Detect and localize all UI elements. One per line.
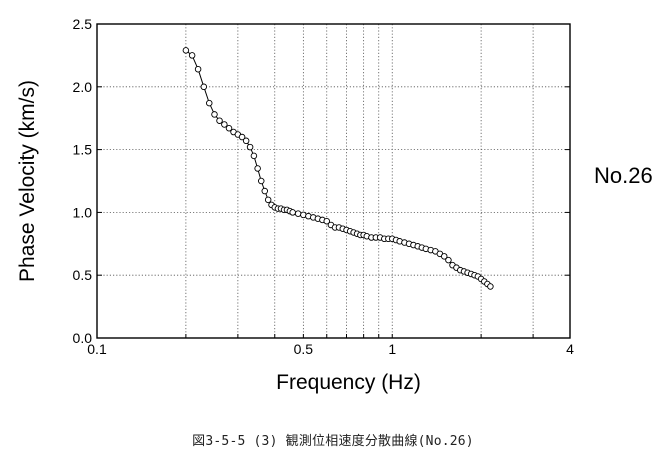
data-point (211, 111, 218, 118)
series-line (185, 50, 491, 287)
data-point (440, 253, 448, 260)
y-tick-label: 1.5 (73, 142, 93, 158)
data-point (487, 283, 494, 290)
y-axis-title: Phase Velocity (km/s) (16, 80, 39, 282)
data-point (257, 177, 265, 185)
data-point (261, 187, 269, 195)
data-point (206, 99, 213, 107)
x-tick-label: 4 (566, 341, 574, 357)
y-tick-label: 0.0 (73, 330, 93, 346)
data-point (216, 117, 223, 124)
y-tick-label: 2.0 (73, 79, 93, 95)
data-point (200, 83, 208, 91)
x-tick-label: 0.1 (87, 341, 107, 357)
chart: 0.0 0.5 1.0 1.5 2.0 2.5 0.1 0.5 1 4 Frequency (Hz)… (16, 16, 574, 394)
data-point (188, 52, 196, 59)
data-point (254, 165, 261, 172)
data-point (289, 209, 296, 216)
data-point (246, 143, 254, 151)
data-point (445, 256, 452, 264)
y-tick-label: 0.5 (73, 267, 93, 283)
figure-caption: 図3-5-5 (3) 観測位相速度分散曲線(No.26) (192, 434, 474, 449)
data-point (238, 133, 246, 141)
data-point (294, 210, 302, 217)
data-point (250, 152, 258, 160)
x-tick-label: 1 (388, 341, 396, 357)
x-axis-title: Frequency (Hz) (276, 371, 421, 394)
data-point (264, 196, 272, 204)
station-label: No.26 (594, 163, 653, 188)
y-tick-label: 2.5 (73, 16, 93, 32)
x-tick-label: 0.5 (294, 341, 314, 357)
data-point (225, 124, 233, 132)
data-point (182, 47, 190, 54)
y-tick-label: 1.0 (73, 204, 93, 220)
data-point (242, 137, 250, 145)
data-point (221, 121, 228, 128)
data-point (323, 217, 330, 225)
plot-frame (96, 23, 571, 339)
data-point (194, 65, 202, 73)
